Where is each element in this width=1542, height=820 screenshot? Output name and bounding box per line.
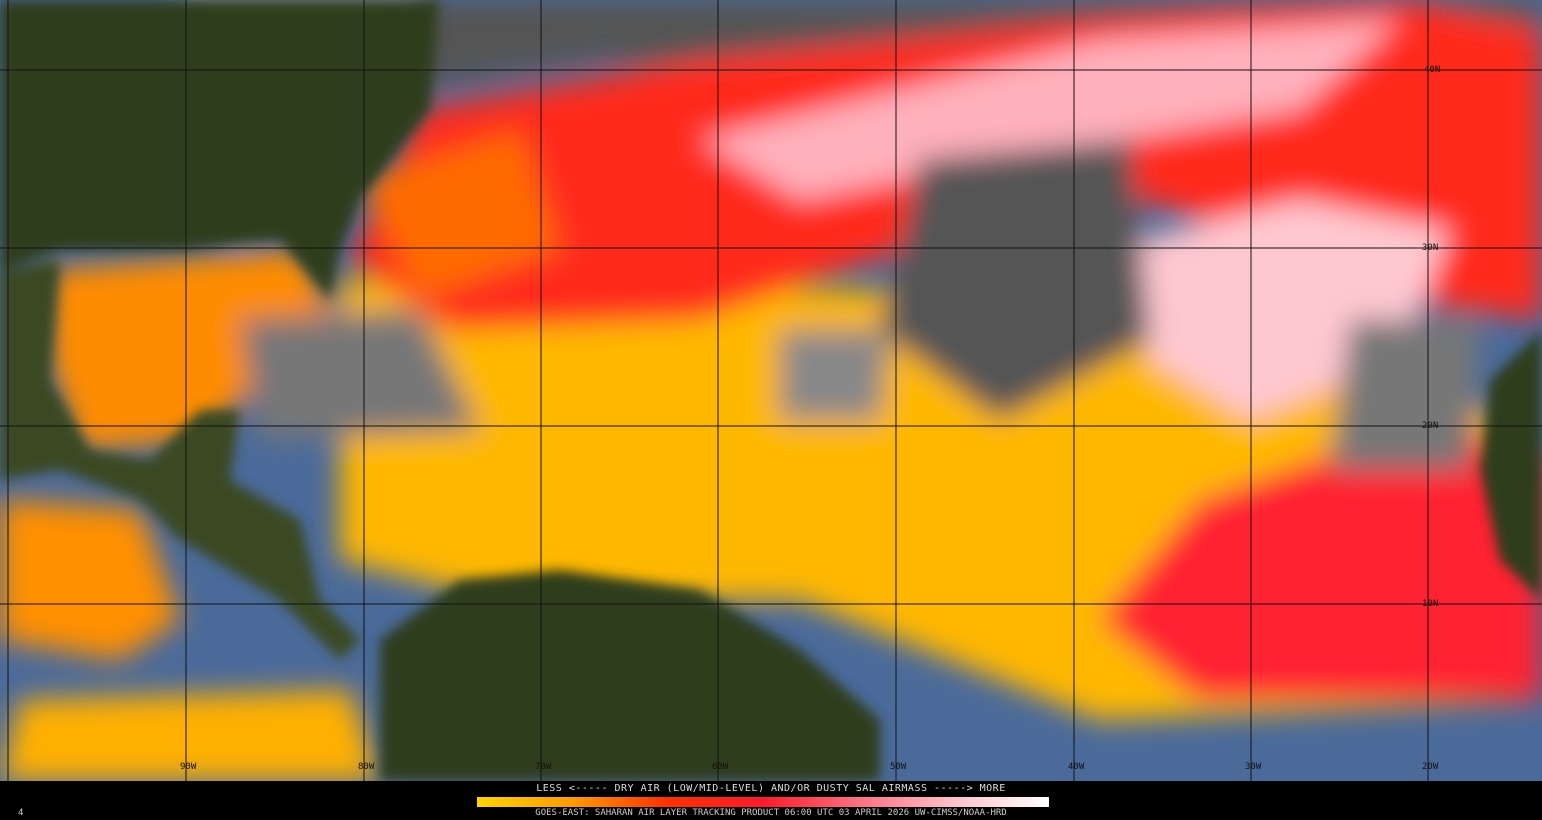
frame-number: 4 [18,808,24,818]
lat-label: 10N [1422,599,1439,609]
lon-label: 90W [180,762,197,772]
lon-label: 20W [1422,762,1439,772]
lon-label: 60W [712,762,729,772]
legend-bar: LESS <----- DRY AIR (LOW/MID-LEVEL) AND/… [0,781,1542,820]
lon-label: 50W [890,762,907,772]
lon-label: 30W [1245,762,1262,772]
colorbar [477,797,1049,807]
land-layer [0,0,1542,781]
lat-label: 30N [1422,243,1439,253]
lon-label: 70W [535,762,552,772]
lon-label: 80W [358,762,375,772]
product-footer: GOES-EAST: SAHARAN AIR LAYER TRACKING PR… [535,808,1007,818]
satellite-map [0,0,1542,781]
lat-label: 20N [1422,421,1439,431]
lon-label: 40W [1068,762,1085,772]
graticule [0,0,1542,781]
lat-label: 40N [1424,65,1441,75]
legend-title: LESS <----- DRY AIR (LOW/MID-LEVEL) AND/… [536,783,1006,794]
